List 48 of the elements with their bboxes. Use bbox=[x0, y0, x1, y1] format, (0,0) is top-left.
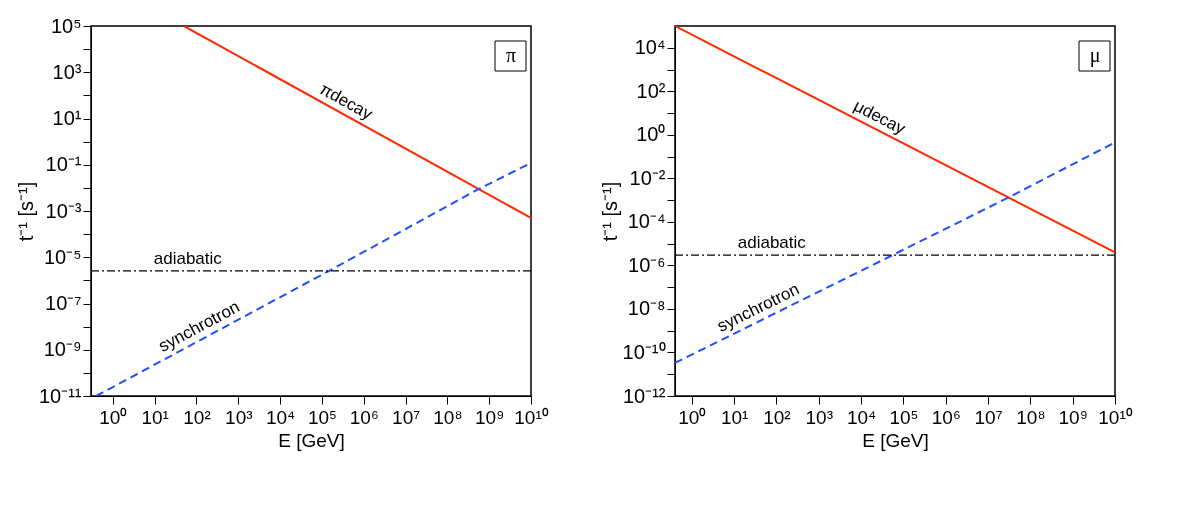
x-tick-label: 10⁶ bbox=[931, 406, 961, 428]
y-tick-label: 10⁻⁹ bbox=[43, 338, 82, 361]
y-tick-label: 10⁻³ bbox=[45, 199, 82, 222]
x-tick-label: 10⁹ bbox=[1058, 406, 1088, 428]
x-tick-label: 10¹⁰ bbox=[1098, 406, 1133, 428]
x-tick-label: 10⁰ bbox=[99, 406, 128, 428]
x-tick-label: 10¹ bbox=[720, 406, 749, 428]
x-tick-label: 10³ bbox=[805, 406, 834, 428]
x-tick-label: 10⁸ bbox=[433, 406, 463, 428]
y-tick-label: 10² bbox=[636, 79, 666, 102]
y-axis-title: t⁻¹ [s⁻¹] bbox=[14, 181, 37, 242]
y-tick-label: 10⁻¹² bbox=[622, 384, 666, 407]
y-tick-label: 10⁻² bbox=[629, 166, 666, 189]
ref-line-label: adiabatic bbox=[153, 248, 223, 268]
x-tick-label: 10¹⁰ bbox=[514, 406, 549, 428]
ref-line-label: adiabatic bbox=[737, 233, 807, 253]
y-tick-label: 10⁵ bbox=[50, 14, 82, 37]
annotation: μ bbox=[1089, 44, 1101, 67]
y-tick-label: 10⁻⁴ bbox=[627, 210, 666, 233]
x-tick-label: 10⁴ bbox=[846, 406, 877, 428]
annotation: π bbox=[505, 44, 517, 66]
x-tick-label: 10⁰ bbox=[678, 406, 707, 428]
y-tick-label: 10⁰ bbox=[636, 123, 666, 146]
x-tick-label: 10¹ bbox=[141, 406, 169, 428]
y-tick-label: 10⁴ bbox=[634, 36, 666, 59]
x-tick-label: 10⁷ bbox=[392, 406, 421, 428]
x-tick-label: 10⁷ bbox=[974, 406, 1003, 428]
y-tick-label: 10⁻¹ bbox=[45, 153, 82, 176]
x-tick-label: 10⁵ bbox=[307, 406, 337, 428]
y-tick-label: 10⁻⁶ bbox=[628, 253, 666, 276]
y-tick-label: 10¹ bbox=[52, 107, 82, 129]
x-tick-label: 10² bbox=[763, 406, 791, 428]
x-axis-title: E [GeV] bbox=[278, 429, 345, 451]
x-tick-label: 10⁴ bbox=[265, 406, 296, 428]
x-tick-label: 10² bbox=[183, 406, 211, 428]
y-tick-label: 10⁻⁷ bbox=[45, 292, 82, 314]
x-tick-label: 10⁹ bbox=[475, 406, 505, 428]
y-tick-label: 10³ bbox=[52, 60, 82, 83]
x-tick-label: 10⁸ bbox=[1016, 406, 1046, 428]
x-tick-label: 10³ bbox=[225, 406, 253, 428]
y-tick-label: 10⁻⁸ bbox=[627, 297, 666, 320]
x-tick-label: 10⁶ bbox=[349, 406, 379, 428]
y-tick-label: 10⁻¹¹ bbox=[38, 384, 82, 407]
x-tick-label: 10⁵ bbox=[889, 406, 919, 428]
y-tick-label: 10⁻¹⁰ bbox=[622, 340, 666, 363]
y-tick-label: 10⁻⁵ bbox=[43, 245, 82, 268]
x-axis-title: E [GeV] bbox=[862, 429, 929, 451]
y-axis-title: t⁻¹ [s⁻¹] bbox=[598, 181, 621, 242]
